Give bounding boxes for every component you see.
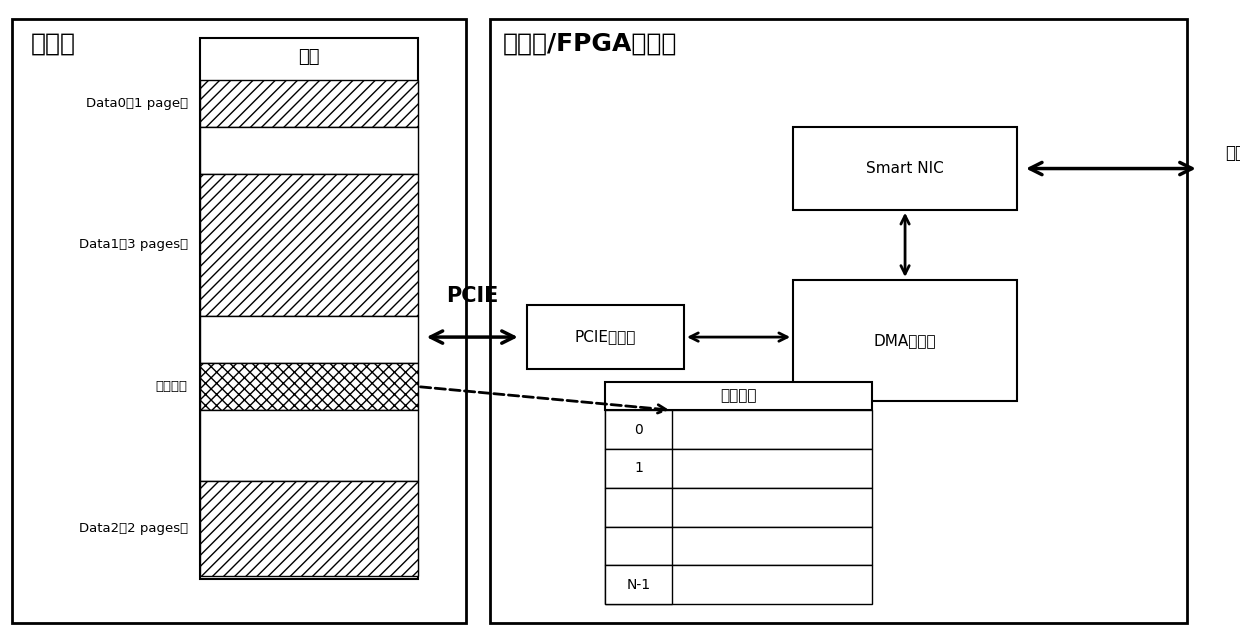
- Text: DMA控制器: DMA控制器: [874, 333, 936, 348]
- Bar: [200, 80, 418, 127]
- Text: 描述符表: 描述符表: [720, 389, 756, 403]
- Bar: [605, 527, 672, 565]
- Text: 0: 0: [635, 422, 644, 437]
- Text: N-1: N-1: [626, 577, 651, 592]
- Text: PCIE控制器: PCIE控制器: [574, 329, 636, 345]
- Bar: [200, 127, 418, 174]
- Text: 网络: 网络: [1225, 144, 1240, 162]
- Bar: [794, 127, 1017, 210]
- Text: 1: 1: [634, 461, 644, 476]
- Bar: [605, 488, 872, 527]
- Bar: [605, 410, 672, 449]
- Text: Data1（3 pages）: Data1（3 pages）: [78, 238, 187, 251]
- Text: 板卡端/FPGA加速卡: 板卡端/FPGA加速卡: [502, 32, 677, 56]
- Bar: [527, 305, 684, 369]
- Text: Data0（1 page）: Data0（1 page）: [86, 97, 187, 109]
- Text: Data2（2 pages）: Data2（2 pages）: [78, 522, 187, 535]
- Text: 主存: 主存: [298, 48, 320, 66]
- Bar: [605, 527, 872, 565]
- Bar: [605, 449, 672, 488]
- Bar: [200, 315, 418, 363]
- Text: Smart NIC: Smart NIC: [867, 161, 944, 176]
- Bar: [605, 382, 872, 410]
- Bar: [200, 410, 418, 481]
- Text: 描述符表: 描述符表: [156, 380, 187, 393]
- Bar: [605, 449, 872, 488]
- Text: PCIE: PCIE: [446, 286, 498, 306]
- Bar: [490, 19, 1187, 623]
- Text: 主机端: 主机端: [30, 32, 76, 56]
- Bar: [200, 481, 418, 576]
- Bar: [200, 38, 418, 579]
- Bar: [605, 410, 872, 449]
- Bar: [200, 363, 418, 410]
- Bar: [605, 488, 672, 527]
- Bar: [605, 565, 872, 604]
- Bar: [794, 280, 1017, 401]
- Bar: [12, 19, 466, 623]
- Bar: [605, 565, 672, 604]
- Bar: [200, 174, 418, 315]
